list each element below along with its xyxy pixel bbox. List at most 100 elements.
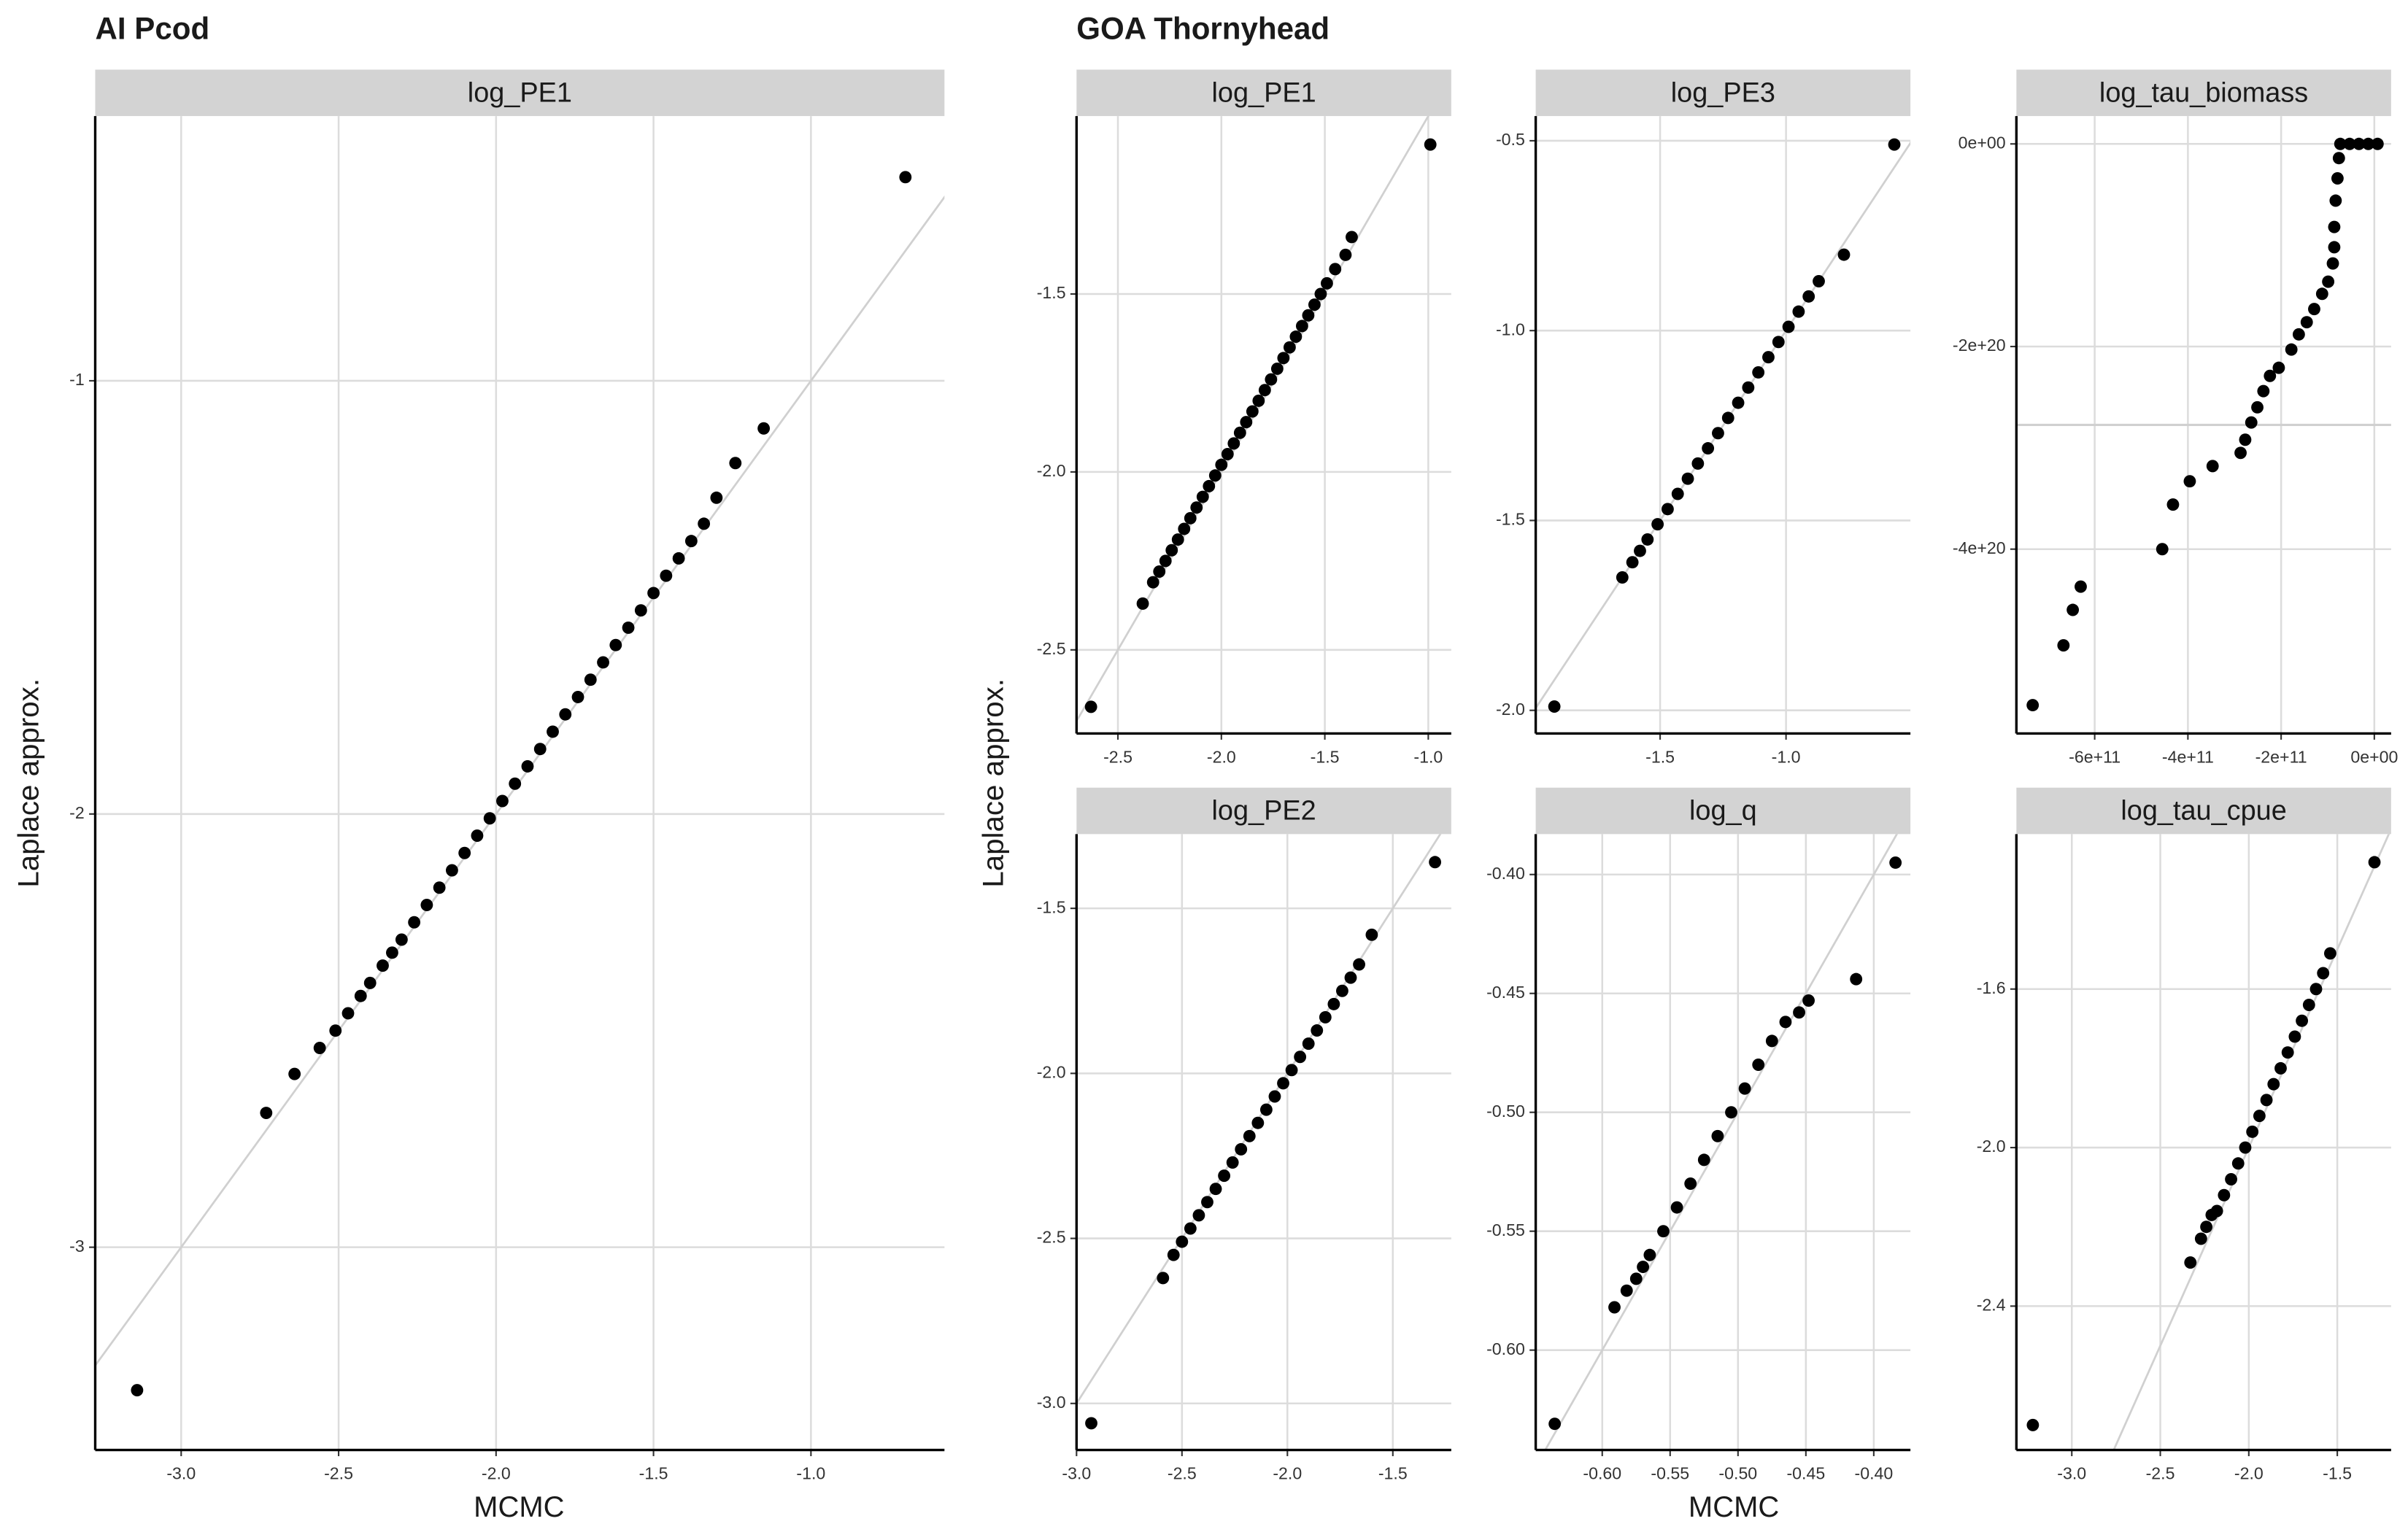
point xyxy=(1153,565,1166,578)
point xyxy=(1772,336,1785,349)
point xyxy=(2231,1157,2245,1170)
point xyxy=(2362,137,2374,150)
point xyxy=(2057,639,2070,652)
point xyxy=(1684,1177,1697,1190)
point xyxy=(395,933,408,946)
strip-label: log_PE1 xyxy=(1211,77,1316,108)
strip xyxy=(1076,69,1451,117)
point xyxy=(1850,972,1863,986)
point xyxy=(1265,373,1278,386)
point xyxy=(458,846,471,859)
x-axis-title: MCMC xyxy=(474,1490,564,1523)
strip xyxy=(95,69,945,117)
point xyxy=(1258,384,1271,397)
point xyxy=(1671,487,1684,500)
point xyxy=(1084,700,1097,713)
point xyxy=(729,457,742,470)
strip-label: log_tau_cpue xyxy=(2120,796,2286,827)
point xyxy=(2183,475,2196,488)
point xyxy=(1218,1169,1231,1183)
point xyxy=(1670,1201,1683,1214)
point xyxy=(1302,1037,1315,1051)
point xyxy=(1429,856,1442,869)
point xyxy=(1240,416,1253,429)
point xyxy=(1339,248,1352,261)
point xyxy=(2328,241,2341,254)
y-tick-label: -1.6 xyxy=(1977,978,2006,997)
point xyxy=(2026,1418,2040,1431)
point xyxy=(329,1024,342,1037)
point xyxy=(1643,1248,1656,1261)
point xyxy=(2285,343,2298,356)
point xyxy=(1295,320,1308,333)
strip xyxy=(2016,69,2391,117)
x-tick-label: -2.5 xyxy=(1168,1464,1197,1483)
point xyxy=(2200,1220,2213,1234)
point xyxy=(2281,1046,2294,1059)
point xyxy=(1353,958,1365,971)
x-tick-label: -2.5 xyxy=(1103,747,1132,766)
point xyxy=(1802,994,1815,1007)
point xyxy=(433,881,446,894)
point xyxy=(1157,1272,1170,1285)
point xyxy=(597,656,609,669)
point xyxy=(1243,1129,1256,1142)
point xyxy=(1314,287,1327,301)
point xyxy=(377,959,389,972)
point xyxy=(1691,457,1705,470)
point xyxy=(1321,276,1333,290)
point xyxy=(2288,1030,2301,1043)
point xyxy=(634,604,647,617)
point xyxy=(684,535,698,548)
point xyxy=(1203,479,1216,492)
point xyxy=(547,725,559,738)
y-tick-label: -2.0 xyxy=(1496,700,1525,719)
point xyxy=(1165,543,1178,557)
point xyxy=(363,976,377,989)
point xyxy=(1712,427,1724,440)
x-tick-label: -2.0 xyxy=(1273,1464,1302,1483)
point xyxy=(1259,1103,1273,1116)
point xyxy=(1226,1156,1239,1169)
point xyxy=(2274,1061,2287,1075)
strip xyxy=(1535,69,1911,117)
point xyxy=(2296,1014,2309,1027)
point xyxy=(1765,1034,1778,1048)
point xyxy=(1762,351,1775,364)
point xyxy=(1302,309,1315,322)
point xyxy=(131,1384,144,1397)
point xyxy=(1146,576,1159,589)
point xyxy=(1136,597,1149,610)
point xyxy=(2329,194,2342,207)
point xyxy=(2368,856,2381,869)
y-axis-title: Laplace approx. xyxy=(976,678,1009,888)
point xyxy=(1336,984,1348,997)
point xyxy=(1085,1417,1097,1430)
point xyxy=(1732,396,1745,409)
point xyxy=(2239,433,2252,446)
point xyxy=(1268,1090,1281,1103)
point xyxy=(1184,1222,1197,1235)
point xyxy=(1725,1106,1737,1119)
point xyxy=(1738,1082,1751,1095)
point xyxy=(1289,330,1303,344)
point xyxy=(1344,971,1357,984)
x-tick-label: -0.40 xyxy=(1854,1464,1893,1483)
point xyxy=(584,673,597,686)
y-axis-title: Laplace approx. xyxy=(12,678,45,888)
y-tick-label: -0.45 xyxy=(1486,983,1525,1002)
x-tick-label: -3.0 xyxy=(2057,1464,2086,1483)
y-tick-label: -2.0 xyxy=(1037,461,1066,480)
point xyxy=(2331,172,2344,185)
point xyxy=(1346,231,1358,244)
point xyxy=(1227,437,1240,450)
strip xyxy=(1076,787,1451,835)
point xyxy=(2245,416,2258,429)
point xyxy=(710,491,723,504)
y-tick-label: -2.0 xyxy=(1977,1137,2006,1156)
point xyxy=(2246,1125,2259,1138)
point xyxy=(2371,137,2384,150)
point xyxy=(420,899,433,911)
point xyxy=(2353,137,2366,150)
